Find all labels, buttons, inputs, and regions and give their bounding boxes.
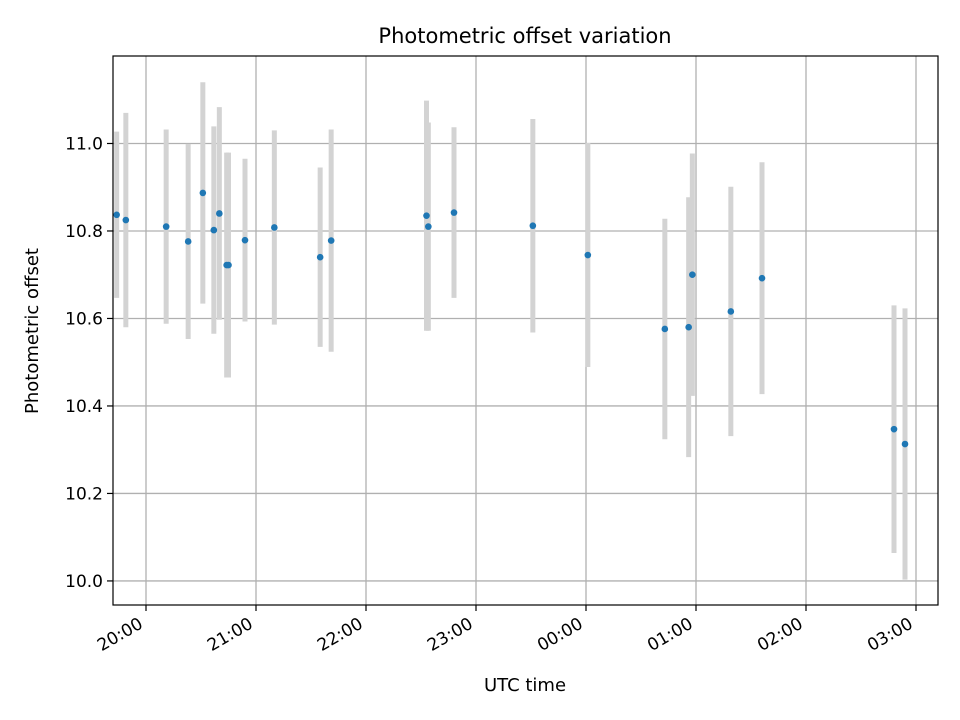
data-point — [316, 253, 324, 261]
data-point — [685, 323, 692, 331]
data-point — [450, 209, 458, 216]
grid-lines — [113, 56, 938, 605]
data-point — [425, 223, 432, 230]
y-tick-label: 10.2 — [65, 484, 103, 504]
data-points — [113, 189, 909, 448]
y-tick-label: 10.6 — [65, 309, 103, 329]
data-point — [241, 236, 249, 244]
data-point — [122, 216, 130, 224]
data-point — [727, 308, 735, 315]
data-point — [758, 274, 766, 282]
y-axis-ticks: 10.0 10.2 10.4 10.6 10.8 11.0 — [65, 134, 113, 592]
data-point — [901, 440, 909, 448]
data-point — [162, 223, 170, 230]
y-tick-label: 10.4 — [65, 397, 103, 417]
data-point — [327, 237, 335, 244]
data-point — [271, 224, 278, 231]
data-point — [184, 238, 192, 245]
data-point — [689, 271, 696, 279]
y-tick-label: 10.8 — [65, 222, 103, 242]
plot-frame — [112, 55, 939, 606]
data-point — [661, 325, 669, 333]
plot-area — [113, 56, 938, 605]
data-point — [199, 189, 207, 197]
data-point — [529, 222, 537, 230]
x-axis-label: UTC time — [484, 675, 566, 696]
data-point — [210, 226, 218, 234]
data-point — [890, 425, 898, 433]
data-point — [113, 211, 120, 219]
data-point — [584, 251, 592, 259]
data-point — [423, 212, 430, 219]
y-tick-label: 10.0 — [65, 572, 103, 592]
y-tick-label: 11.0 — [65, 134, 103, 154]
data-point — [225, 261, 232, 269]
chart-title: Photometric offset variation — [378, 24, 671, 48]
data-point — [216, 210, 223, 217]
y-axis-label: Photometric offset — [22, 248, 43, 414]
